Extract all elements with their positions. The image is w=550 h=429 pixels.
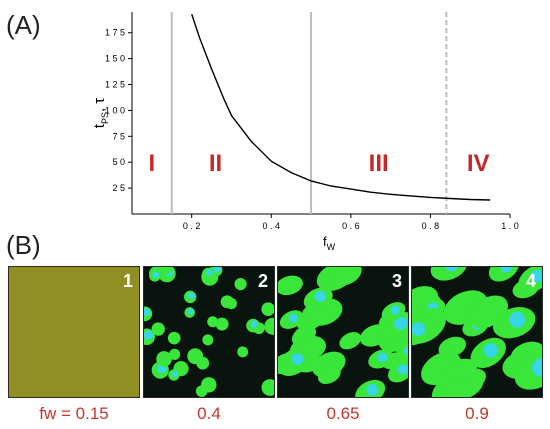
tile-2: 2 bbox=[143, 266, 275, 398]
region-label: I bbox=[149, 150, 156, 177]
domain-blob bbox=[215, 317, 229, 331]
y-tick-label: 1 2 5 bbox=[105, 80, 125, 90]
domain-highlight bbox=[144, 308, 151, 317]
domain-highlight bbox=[314, 290, 326, 303]
line-chart: 2 5 5 0 7 5 1 0 0 1 2 5 1 5 0 1 7 5 0 . 2 0 . 4 0… bbox=[91, 12, 519, 250]
domain-blob bbox=[430, 267, 468, 281]
tile-4-number: 4 bbox=[525, 271, 536, 291]
domain-highlight bbox=[213, 267, 221, 273]
series-line bbox=[191, 13, 491, 201]
domain-highlight bbox=[187, 308, 194, 315]
tile-1: 1 bbox=[8, 266, 140, 398]
domain-highlight bbox=[393, 316, 408, 330]
domain-blob bbox=[196, 356, 210, 370]
domain-blob bbox=[220, 295, 234, 309]
domain-blob bbox=[339, 332, 362, 350]
tile-2-caption: 0.4 bbox=[197, 404, 221, 423]
domain-highlight bbox=[500, 267, 513, 273]
y-tick-label: 2 5 bbox=[112, 183, 125, 193]
domain-highlight bbox=[366, 384, 379, 396]
domain-highlight bbox=[152, 271, 160, 278]
panel-b-label: (B) bbox=[6, 230, 41, 260]
domain-highlight bbox=[397, 364, 408, 375]
tile-3-number: 3 bbox=[391, 271, 402, 291]
domain-highlight bbox=[531, 358, 542, 377]
domain-highlight bbox=[291, 353, 304, 365]
domain-blob bbox=[318, 365, 341, 385]
tile-4: 4 bbox=[411, 266, 543, 398]
y-axis-label: tPS, τ bbox=[91, 98, 110, 129]
tile-4-image bbox=[412, 267, 542, 397]
tile-3-image bbox=[278, 267, 408, 397]
tile-3-caption: 0.65 bbox=[326, 404, 360, 423]
domain-blob bbox=[234, 277, 247, 291]
domain-blob bbox=[334, 267, 362, 286]
tile-1-number: 1 bbox=[122, 271, 133, 291]
domain-blob bbox=[237, 346, 249, 358]
domain-highlight bbox=[377, 352, 388, 363]
y-tick-label: 1 0 0 bbox=[105, 105, 125, 115]
tile-1-image bbox=[9, 267, 139, 397]
domain-highlight bbox=[250, 320, 258, 328]
domain-blob bbox=[261, 302, 274, 317]
domain-highlight bbox=[483, 343, 498, 358]
tile-3: 3 bbox=[277, 266, 409, 398]
domain-blob bbox=[167, 331, 181, 345]
y-tick-label: 7 5 bbox=[112, 131, 125, 141]
domain-blob bbox=[261, 379, 274, 396]
domain-highlight bbox=[412, 322, 426, 336]
y-tick-label: 1 5 0 bbox=[105, 54, 125, 64]
x-tick-label: 0 . 4 bbox=[263, 221, 281, 231]
domain-highlight bbox=[188, 292, 195, 300]
domain-blob bbox=[207, 316, 219, 328]
domain-highlight bbox=[444, 267, 458, 272]
x-tick-label: 0 . 6 bbox=[342, 221, 360, 231]
x-tick-label: 0 . 8 bbox=[422, 221, 440, 231]
tile-1-caption: fw = 0.15 bbox=[39, 404, 109, 423]
domain-highlight bbox=[509, 311, 526, 328]
domain-blob bbox=[157, 267, 173, 275]
domain-blob bbox=[169, 348, 181, 361]
region-label: II bbox=[209, 150, 222, 177]
domain-blob bbox=[469, 295, 508, 329]
tile-background bbox=[9, 267, 139, 397]
region-label: IV bbox=[467, 150, 490, 177]
region-label: III bbox=[369, 150, 389, 177]
x-axis-label: fW bbox=[323, 234, 336, 250]
x-tick-label: 1 . 0 bbox=[501, 221, 519, 231]
domain-highlight bbox=[403, 346, 408, 356]
tile-2-number: 2 bbox=[257, 271, 268, 291]
domain-highlight bbox=[206, 269, 213, 276]
domain-highlight bbox=[171, 370, 179, 377]
tile-2-image bbox=[144, 267, 274, 397]
domain-highlight bbox=[530, 269, 542, 283]
domain-blob bbox=[156, 351, 172, 367]
domain-blob bbox=[264, 317, 274, 335]
domain-blob bbox=[278, 275, 303, 296]
y-tick-label: 1 7 5 bbox=[105, 28, 125, 38]
domain-highlight bbox=[144, 330, 153, 340]
domain-highlight bbox=[288, 313, 298, 323]
domain-blob bbox=[151, 322, 165, 336]
domain-blob bbox=[202, 334, 214, 346]
domain-blob bbox=[446, 358, 477, 381]
domain-blob bbox=[201, 377, 217, 393]
domain-highlight bbox=[390, 305, 400, 315]
y-tick-label: 5 0 bbox=[112, 157, 125, 167]
tile-4-caption: 0.9 bbox=[465, 404, 489, 423]
panel-a-label: (A) bbox=[6, 10, 41, 40]
x-tick-label: 0 . 2 bbox=[183, 221, 201, 231]
